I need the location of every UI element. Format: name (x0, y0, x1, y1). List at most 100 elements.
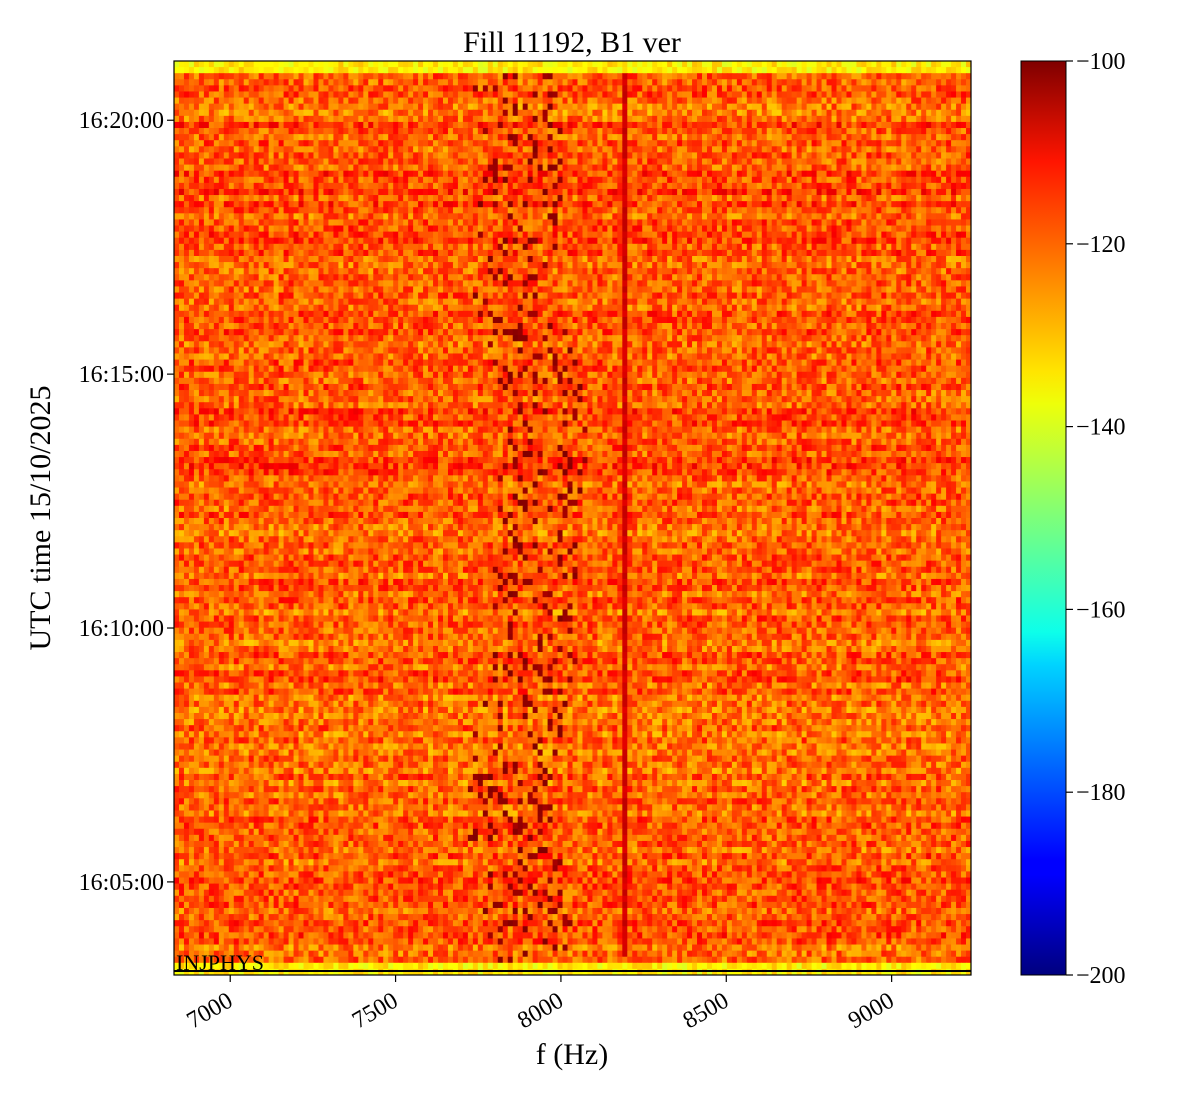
heatmap-cell (403, 115, 409, 123)
heatmap-cell (198, 79, 205, 86)
heatmap-cell (796, 170, 803, 178)
heatmap-cell (208, 103, 215, 111)
heatmap-cell (388, 225, 394, 233)
heatmap-cell (766, 201, 773, 208)
heatmap-cell (841, 164, 848, 172)
heatmap-cell (956, 188, 962, 196)
heatmap-cell (602, 73, 608, 80)
heatmap-cell (776, 152, 783, 160)
heatmap-cell (572, 164, 579, 172)
heatmap-cell (298, 91, 305, 99)
heatmap-cell (338, 109, 344, 117)
heatmap-cell (716, 109, 723, 117)
heatmap-cell (886, 91, 892, 99)
heatmap-cell (756, 115, 763, 123)
heatmap-cell (378, 195, 384, 202)
heatmap-cell (438, 207, 444, 214)
heatmap-cell (408, 97, 414, 105)
heatmap-cell (522, 134, 529, 141)
heatmap-cell (846, 134, 853, 141)
heatmap-cell (921, 231, 927, 239)
heatmap-cell (931, 85, 937, 93)
heatmap-cell (213, 128, 220, 135)
heatmap-cell (731, 67, 738, 74)
heatmap-cell (388, 231, 394, 239)
heatmap-cell (751, 146, 758, 153)
heatmap-cell (956, 219, 962, 227)
heatmap-cell (393, 152, 399, 160)
heatmap-cell (303, 134, 310, 141)
heatmap-cell (273, 67, 280, 74)
heatmap-cell (746, 146, 753, 153)
heatmap-cell (861, 231, 867, 239)
heatmap-cell (477, 134, 484, 141)
heatmap-cell (881, 182, 887, 190)
heatmap-cell (333, 128, 339, 135)
heatmap-cell (413, 225, 419, 233)
heatmap-cell (946, 85, 952, 93)
heatmap-cell (552, 164, 559, 172)
heatmap-cell (956, 67, 962, 74)
heatmap-cell (328, 213, 334, 221)
heatmap-cell (891, 146, 897, 153)
heatmap-cell (477, 170, 484, 178)
heatmap-cell (677, 195, 683, 202)
heatmap-cell (622, 85, 628, 93)
heatmap-cell (721, 231, 728, 239)
heatmap-cell (572, 67, 579, 74)
heatmap-cell (866, 231, 872, 239)
heatmap-cell (941, 158, 947, 166)
heatmap-cell (637, 103, 643, 111)
heatmap-cell (911, 109, 917, 117)
heatmap-cell (527, 237, 534, 245)
heatmap-cell (562, 195, 569, 202)
heatmap-cell (278, 128, 285, 135)
heatmap-cell (433, 237, 439, 245)
heatmap-cell (512, 97, 519, 105)
heatmap-cell (447, 170, 454, 178)
heatmap-cell (876, 128, 882, 135)
heatmap-cell (612, 115, 618, 123)
heatmap-cell (702, 85, 708, 93)
heatmap-cell (776, 170, 783, 178)
heatmap-cell (816, 91, 823, 99)
heatmap-cell (238, 103, 245, 111)
heatmap-cell (806, 164, 813, 172)
heatmap-cell (174, 158, 180, 166)
heatmap-cell (826, 91, 833, 99)
heatmap-cell (876, 121, 882, 129)
heatmap-cell (816, 158, 823, 166)
heatmap-cell (632, 207, 638, 214)
heatmap-cell (263, 249, 270, 257)
heatmap-cell (761, 146, 768, 153)
heatmap-cell (343, 97, 349, 105)
heatmap-cell (746, 213, 753, 221)
heatmap-cell (273, 109, 280, 117)
heatmap-cell (248, 146, 255, 153)
heatmap-cell (736, 158, 743, 166)
heatmap-cell (702, 201, 708, 208)
heatmap-cell (602, 164, 608, 172)
heatmap-cell (786, 134, 793, 141)
heatmap-cell (552, 176, 559, 184)
heatmap-cell (821, 97, 828, 105)
heatmap-cell (632, 79, 638, 86)
heatmap-cell (876, 73, 882, 80)
heatmap-cell (697, 219, 703, 227)
heatmap-cell (393, 237, 399, 245)
heatmap-cell (966, 73, 971, 80)
heatmap-cell (956, 225, 962, 233)
heatmap-cell (532, 243, 539, 251)
heatmap-cell (726, 213, 733, 221)
heatmap-cell (408, 219, 414, 227)
heatmap-cell (283, 91, 290, 99)
heatmap-cell (711, 61, 718, 68)
heatmap-cell (413, 146, 419, 153)
heatmap-cell (592, 237, 598, 245)
heatmap-cell (288, 201, 295, 208)
heatmap-cell (477, 85, 484, 93)
heatmap-cell (522, 213, 529, 221)
heatmap-cell (388, 237, 394, 245)
heatmap-cell (228, 115, 235, 123)
heatmap-cell (378, 67, 384, 74)
